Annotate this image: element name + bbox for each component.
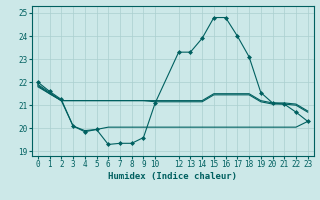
X-axis label: Humidex (Indice chaleur): Humidex (Indice chaleur) bbox=[108, 172, 237, 181]
